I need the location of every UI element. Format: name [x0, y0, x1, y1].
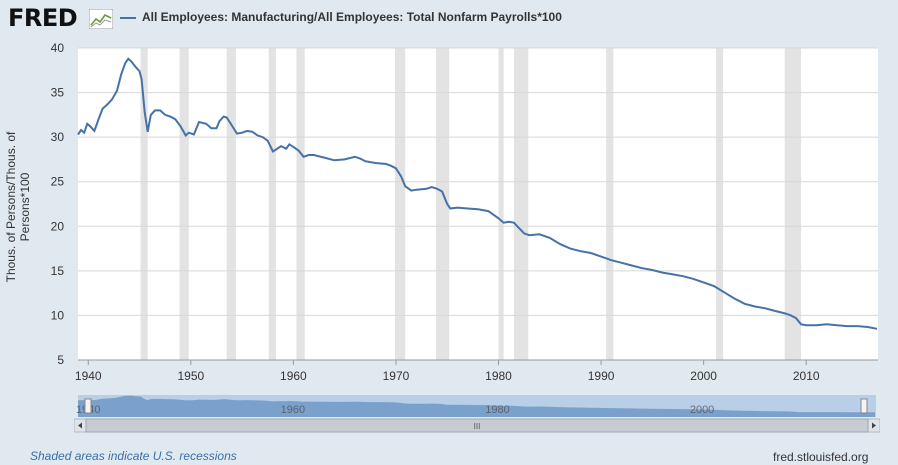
x-tick-label: 1960	[280, 369, 307, 383]
recession-band	[179, 48, 189, 360]
scroll-right-arrow-icon[interactable]	[872, 422, 876, 429]
recession-band	[394, 48, 406, 360]
x-tick-label: 1970	[383, 369, 410, 383]
scrollbar-grip: III	[474, 422, 481, 431]
x-tick-label: 1940	[75, 369, 102, 383]
recession-band	[715, 48, 724, 360]
recession-band	[435, 48, 450, 360]
scrollbar-thumb[interactable]	[85, 418, 869, 433]
fred-logo[interactable]: FRED	[8, 4, 78, 32]
y-axis-label: Thous. of Persons/Thous. of Persons*100	[4, 131, 32, 283]
x-tick-label: 1990	[588, 369, 615, 383]
navigator-series-area	[78, 395, 875, 417]
x-tick-label: 2010	[793, 369, 820, 383]
recession-band	[296, 48, 305, 360]
source-link[interactable]: fred.stlouisfed.org	[773, 450, 869, 464]
recession-band	[784, 48, 802, 360]
navigator-right-handle[interactable]	[860, 398, 868, 414]
navigator-year-label: 1980	[485, 404, 509, 416]
recession-note: Shaded areas indicate U.S. recessions	[30, 449, 237, 463]
navigator-left-handle[interactable]	[84, 398, 92, 414]
chart-header: FRED All Employees: Manufacturing/All Em…	[0, 0, 898, 38]
recession-band	[498, 48, 504, 360]
legend-series-label[interactable]: All Employees: Manufacturing/All Employe…	[142, 10, 562, 24]
recession-band	[226, 48, 236, 360]
y-tick-label: 10	[51, 308, 65, 322]
chart-line-icon	[89, 9, 113, 29]
y-tick-label: 25	[51, 175, 65, 189]
x-tick-label: 1950	[177, 369, 204, 383]
recession-band	[606, 48, 614, 360]
navigator-year-label: 1960	[281, 404, 305, 416]
recession-band	[268, 48, 276, 360]
recession-band	[513, 48, 529, 360]
x-tick-label: 2000	[690, 369, 717, 383]
navigator-year-label: 2000	[690, 404, 714, 416]
navigator[interactable]: 1940196019802000 III	[74, 394, 880, 434]
scroll-left-arrow-icon[interactable]	[78, 422, 82, 429]
legend-swatch	[120, 17, 136, 19]
series-line[interactable]	[77, 57, 878, 330]
y-tick-label: 5	[57, 353, 64, 367]
plot-area	[78, 48, 878, 360]
y-tick-label: 30	[51, 130, 65, 144]
y-tick-label: 20	[51, 219, 65, 233]
recession-band	[140, 48, 148, 360]
y-tick-label: 40	[51, 41, 65, 55]
y-tick-label: 15	[51, 264, 65, 278]
y-tick-label: 35	[51, 86, 65, 100]
x-tick-label: 1980	[485, 369, 512, 383]
